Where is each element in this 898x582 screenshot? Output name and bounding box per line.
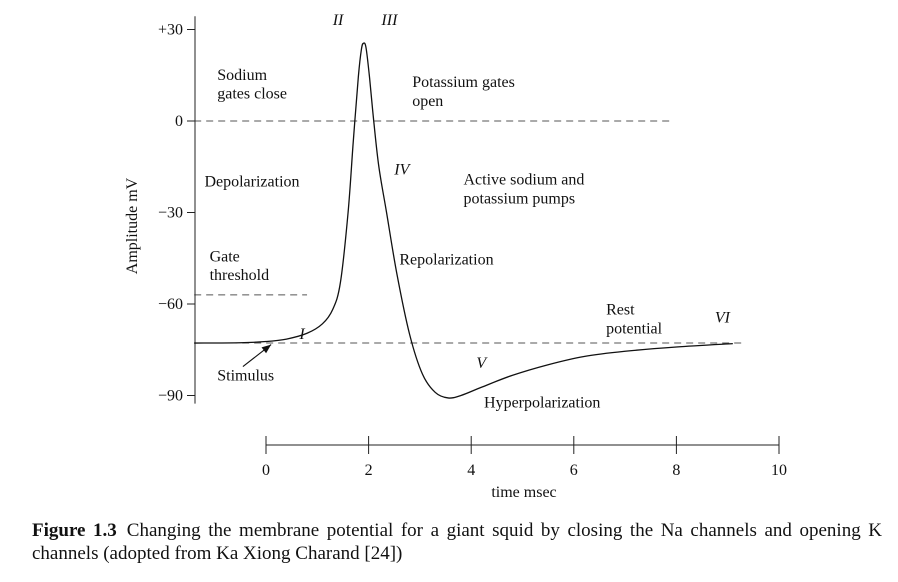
x-tick-label: 6 [570,462,578,479]
phase-label: IV [393,161,411,178]
membrane-potential-curve-group [194,42,733,399]
x-tick-label: 4 [467,462,475,479]
x-tick-label: 10 [771,462,787,479]
annotation-label: open [412,93,443,110]
annotation-label: Stimulus [217,367,274,384]
phase-label: II [332,12,344,29]
annotation-label: potential [606,320,663,337]
annotation-label: Active sodium and [464,171,585,188]
phase-label: I [298,326,305,343]
x-tick-label: 8 [672,462,680,479]
annotation-label: Sodium [217,67,267,84]
annotation-label: Repolarization [399,251,493,268]
phase-label: V [476,355,488,372]
caption-text: Changing the membrane potential for a gi… [32,520,882,564]
y-axis-label: Amplitude mV [124,177,141,274]
figure-caption: Figure 1.3 Changing the membrane potentia… [32,519,882,565]
reference-lines [194,120,744,344]
figure-label: Figure 1.3 [32,520,117,541]
y-tick-label: −30 [158,205,183,222]
x-tick-label: 0 [262,462,270,479]
annotation-label: Potassium gates [412,74,515,91]
annotation-label: threshold [210,267,270,284]
annotation-label: Depolarization [204,174,299,191]
y-tick-label: 0 [175,113,183,130]
y-tick-label: +30 [158,22,183,39]
annotation-label: potassium pumps [464,190,576,207]
phase-label: III [380,12,398,29]
y-tick-label: −60 [158,296,183,313]
y-tick-label: −90 [158,388,183,405]
x-tick-label: 2 [365,462,373,479]
annotation-label: gates close [217,86,287,103]
annotation-label: Hyperpolarization [484,395,600,412]
axes [194,16,779,446]
x-axis-label: time msec [491,484,556,501]
ticks: +30 0 −30 −60 −90 0 2 4 6 8 10 [158,22,787,480]
membrane-potential-curve [194,42,733,399]
annotation-label: Rest [606,302,635,319]
annotation-label: Gate [210,248,240,265]
phase-label: VI [715,309,731,326]
stimulus-arrow-head [261,344,272,354]
